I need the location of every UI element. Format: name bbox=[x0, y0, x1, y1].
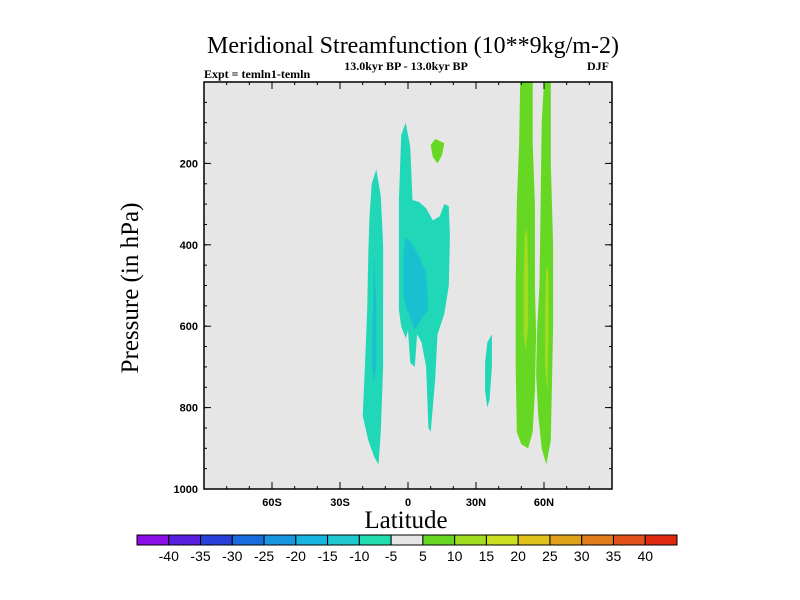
chart-title: Meridional Streamfunction (10**9kg/m-2) bbox=[207, 33, 619, 59]
x-tick-label: 30N bbox=[466, 497, 486, 509]
colorbar-box bbox=[231, 534, 265, 546]
colorbar-label: -10 bbox=[349, 548, 369, 564]
axis-ticks: 60S 30S 0 30N 60N 200 400 600 800 1000 bbox=[174, 81, 613, 509]
colorbar-box bbox=[168, 534, 202, 546]
colorbar-box bbox=[485, 534, 519, 546]
colorbar-label: -15 bbox=[317, 548, 337, 564]
colorbar-label: 35 bbox=[606, 548, 622, 564]
colorbar: -40 -35 -30 -25 -20 -15 -10 -5 5 10 15 20 25 30 35 40 bbox=[136, 534, 678, 564]
colorbar-box bbox=[263, 534, 297, 546]
contour-neg-cell-eq-core bbox=[403, 236, 429, 331]
y-tick-label: 1000 bbox=[174, 484, 198, 496]
y-tick-label: 200 bbox=[180, 158, 198, 170]
colorbar-box bbox=[295, 534, 329, 546]
x-tick-label: 30S bbox=[330, 497, 350, 509]
colorbar-label: -30 bbox=[222, 548, 242, 564]
colorbar-label: -40 bbox=[159, 548, 179, 564]
colorbar-box bbox=[517, 534, 551, 546]
colorbar-label: 15 bbox=[479, 548, 495, 564]
colorbar-label: 20 bbox=[510, 548, 526, 564]
colorbar-label: 40 bbox=[637, 548, 653, 564]
y-tick-label: 800 bbox=[180, 403, 198, 415]
colorbar-box bbox=[644, 534, 678, 546]
y-tick-label: 600 bbox=[180, 321, 198, 333]
colorbar-label: -5 bbox=[385, 548, 398, 564]
colorbar-box bbox=[581, 534, 614, 546]
contour-pos-core-2 bbox=[545, 265, 549, 392]
contour-pos-core-1 bbox=[523, 228, 529, 351]
x-tick-label: 60S bbox=[262, 497, 282, 509]
y-axis-label: Pressure (in hPa) bbox=[117, 203, 144, 374]
colorbar-box bbox=[358, 534, 392, 546]
colorbar-label: 25 bbox=[542, 548, 558, 564]
subtitle-center: 13.0kyr BP - 13.0kyr BP bbox=[344, 59, 468, 73]
contour-pos-cell-nh-2 bbox=[536, 82, 554, 465]
colorbar-box bbox=[422, 534, 456, 546]
colorbar-box bbox=[390, 534, 424, 546]
colorbar-label: -35 bbox=[190, 548, 210, 564]
x-axis-label: Latitude bbox=[364, 507, 447, 534]
colorbar-box bbox=[612, 534, 646, 546]
colorbar-label: -25 bbox=[254, 548, 274, 564]
x-tick-label: 60N bbox=[534, 497, 554, 509]
colorbar-box bbox=[136, 534, 170, 546]
y-tick-label: 400 bbox=[180, 240, 198, 252]
contour-neg-cell-sh-core bbox=[371, 252, 377, 384]
subtitle-left: Expt = temln1-temln bbox=[204, 67, 310, 81]
subtitle-right: DJF bbox=[587, 59, 609, 73]
colorbar-box bbox=[454, 534, 487, 546]
contour-regions bbox=[362, 82, 554, 465]
colorbar-label: 5 bbox=[419, 548, 427, 564]
contour-pos-blob-10n bbox=[430, 139, 445, 164]
colorbar-box bbox=[327, 534, 360, 546]
colorbar-label: 30 bbox=[574, 548, 590, 564]
contour-neg-blob-30n bbox=[485, 334, 492, 408]
x-tick-label: 0 bbox=[405, 497, 411, 509]
colorbar-box bbox=[200, 534, 233, 546]
colorbar-label: 10 bbox=[447, 548, 463, 564]
colorbar-label: -20 bbox=[286, 548, 306, 564]
colorbar-box bbox=[549, 534, 583, 546]
